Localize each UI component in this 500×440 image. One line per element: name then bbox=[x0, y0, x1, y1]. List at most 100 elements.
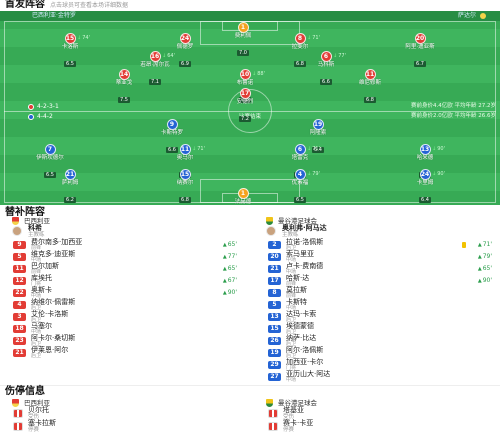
injury-status: 受伤 bbox=[28, 414, 40, 420]
bottom-goal-area bbox=[222, 193, 278, 203]
jersey-number-badge: 26 bbox=[268, 337, 281, 345]
away-formation-row: 4-4-2 bbox=[28, 113, 53, 120]
player-rating-wrap: 6.6 bbox=[296, 68, 356, 87]
pitch-top-bar: 巴西利亚·金特罗 萨达尔 bbox=[0, 11, 500, 21]
player-position: 中场 bbox=[286, 257, 297, 263]
player-marker[interactable]: 24 佩德罗 6.9 bbox=[155, 32, 215, 69]
player-name: 塞卡拉斯 bbox=[28, 419, 56, 427]
player-name: 索马里亚 bbox=[286, 250, 314, 258]
substitution-event: 90' bbox=[432, 146, 445, 152]
injury-row[interactable]: 贝尔托 受伤 bbox=[0, 407, 245, 420]
player-name: 安德烈 bbox=[236, 98, 254, 105]
away-team-icon bbox=[28, 113, 34, 120]
player-rating: 7.2 bbox=[239, 115, 251, 122]
substitute-row[interactable]: 15 埃德蒙德 后卫 bbox=[255, 323, 500, 335]
jersey-icon bbox=[13, 409, 23, 418]
sub-off-arrow-icon bbox=[77, 35, 82, 41]
substitute-row[interactable]: 26 纳萨·比达 后卫 bbox=[255, 335, 500, 347]
player-marker[interactable]: 9 卡斯特罗 6.6 bbox=[142, 118, 202, 155]
player-name: 奥斯卡 bbox=[31, 286, 52, 294]
player-rating: 7.8 bbox=[239, 96, 251, 103]
player-marker[interactable]: 19 阿隆索 6.4 bbox=[288, 118, 348, 155]
away-injuries-list: 塔基亚 受伤 赛卡·卡亚 停赛 bbox=[255, 407, 500, 433]
injury-row[interactable]: 赛卡·卡亚 停赛 bbox=[255, 420, 500, 433]
substitution-event: 90' bbox=[432, 171, 445, 177]
substitute-row[interactable]: 23 阿卡尔·桑切斯 后卫 bbox=[0, 335, 245, 347]
player-marker[interactable]: 7 伊斯坎德尔 6.5 bbox=[20, 143, 80, 180]
home-formation-row: 4-2-3-1 bbox=[28, 103, 59, 110]
jersey-number-badge: 20 bbox=[268, 253, 281, 261]
substitute-row[interactable]: 21 伊莱恩·阿尔 后卫 bbox=[0, 347, 245, 359]
substitution-event: 71' bbox=[307, 35, 320, 41]
jersey-number-badge: 8 bbox=[294, 32, 306, 44]
substitute-row[interactable]: 5 卡斯特 中场 bbox=[255, 299, 500, 311]
sub-off-arrow-icon bbox=[432, 146, 437, 152]
jersey-number-badge: 2 bbox=[268, 241, 281, 249]
jersey-number-badge: 21 bbox=[64, 168, 76, 180]
home-team-name: 巴西利亚 bbox=[24, 217, 50, 225]
jersey-number-badge: 4 bbox=[294, 168, 306, 180]
home-team-badge-icon bbox=[12, 217, 19, 225]
substitute-row[interactable]: 29 加西亚·卡尔 门将 bbox=[255, 359, 500, 371]
player-name: 达玛·卡索 bbox=[286, 310, 317, 318]
player-marker[interactable]: 21 萨利姆 6.2 bbox=[40, 168, 100, 205]
substitute-row[interactable]: 3 艾伦·卡洛斯 后卫 bbox=[0, 311, 245, 323]
player-name: 赛卡·卡亚 bbox=[283, 419, 314, 427]
away-coach[interactable]: 奥利弗·阿马达 主教练 bbox=[266, 225, 486, 238]
player-name: 纳赛尔 bbox=[176, 179, 194, 186]
player-rating: 6.9 bbox=[179, 60, 191, 67]
substitute-row[interactable]: 4 纳维尔·佩雷斯 后卫 bbox=[0, 299, 245, 311]
player-marker[interactable]: 1 法赫德 bbox=[213, 187, 273, 205]
away-team-label[interactable]: 萨达尔 bbox=[457, 12, 476, 19]
home-coach[interactable]: 科希 主教练 bbox=[12, 225, 232, 238]
player-rating-wrap: 6.7 bbox=[390, 50, 450, 69]
player-position: 门将 bbox=[286, 365, 297, 371]
substitute-row[interactable]: 18 马塞尔 中场 bbox=[0, 323, 245, 335]
player-name: 塔基亚 bbox=[283, 406, 304, 414]
substitution-event: 71' bbox=[307, 146, 320, 152]
home-formation: 4-2-3-1 bbox=[37, 103, 59, 110]
player-marker[interactable]: 11 维尼修斯 6.8 bbox=[340, 68, 400, 105]
injury-row[interactable]: 塞卡拉斯 停赛 bbox=[0, 420, 245, 433]
substitute-row[interactable]: 8 莫拉斯 前锋 bbox=[255, 287, 500, 299]
substitute-row[interactable]: 19 阿尔·洛佩斯 后卫 bbox=[255, 347, 500, 359]
substitute-row[interactable]: 17 哈斯·达前锋 90' bbox=[255, 275, 500, 287]
player-marker[interactable]: 17 安德烈 7.2 bbox=[215, 87, 275, 124]
substitute-row[interactable]: 27 亚历山大·阿达 中场 bbox=[255, 371, 500, 383]
substitution-minute: 65' bbox=[227, 265, 237, 272]
home-team-label[interactable]: 巴西利亚·金特罗 bbox=[32, 12, 76, 19]
substitution-minute: 67' bbox=[227, 277, 237, 284]
player-marker[interactable]: 15 纳赛尔 6.8 bbox=[155, 168, 215, 205]
player-rating: 6.4 bbox=[419, 196, 431, 203]
substitution-event: 77' bbox=[333, 53, 346, 59]
player-marker[interactable]: 1 费利佩 7.0 bbox=[213, 21, 273, 58]
sub-on-arrow-icon bbox=[223, 265, 228, 272]
team-badge-icon bbox=[480, 13, 486, 19]
substitute-row[interactable]: 13 达玛·卡索 后卫 bbox=[255, 311, 500, 323]
injury-row[interactable]: 塔基亚 受伤 bbox=[255, 407, 500, 420]
injury-status: 停赛 bbox=[28, 427, 40, 433]
player-marker[interactable]: 20 阿里·迪亚斯 6.7 bbox=[390, 32, 450, 69]
player-position: 后卫 bbox=[286, 341, 297, 347]
jersey-number-badge: 9 bbox=[13, 241, 26, 249]
player-name: 莫拉斯 bbox=[286, 286, 307, 294]
player-name: 巴尔加斯 bbox=[31, 262, 59, 270]
jersey-number-badge: 18 bbox=[13, 325, 26, 333]
player-marker[interactable]: 14 蒂亚戈 7.5 bbox=[94, 68, 154, 105]
